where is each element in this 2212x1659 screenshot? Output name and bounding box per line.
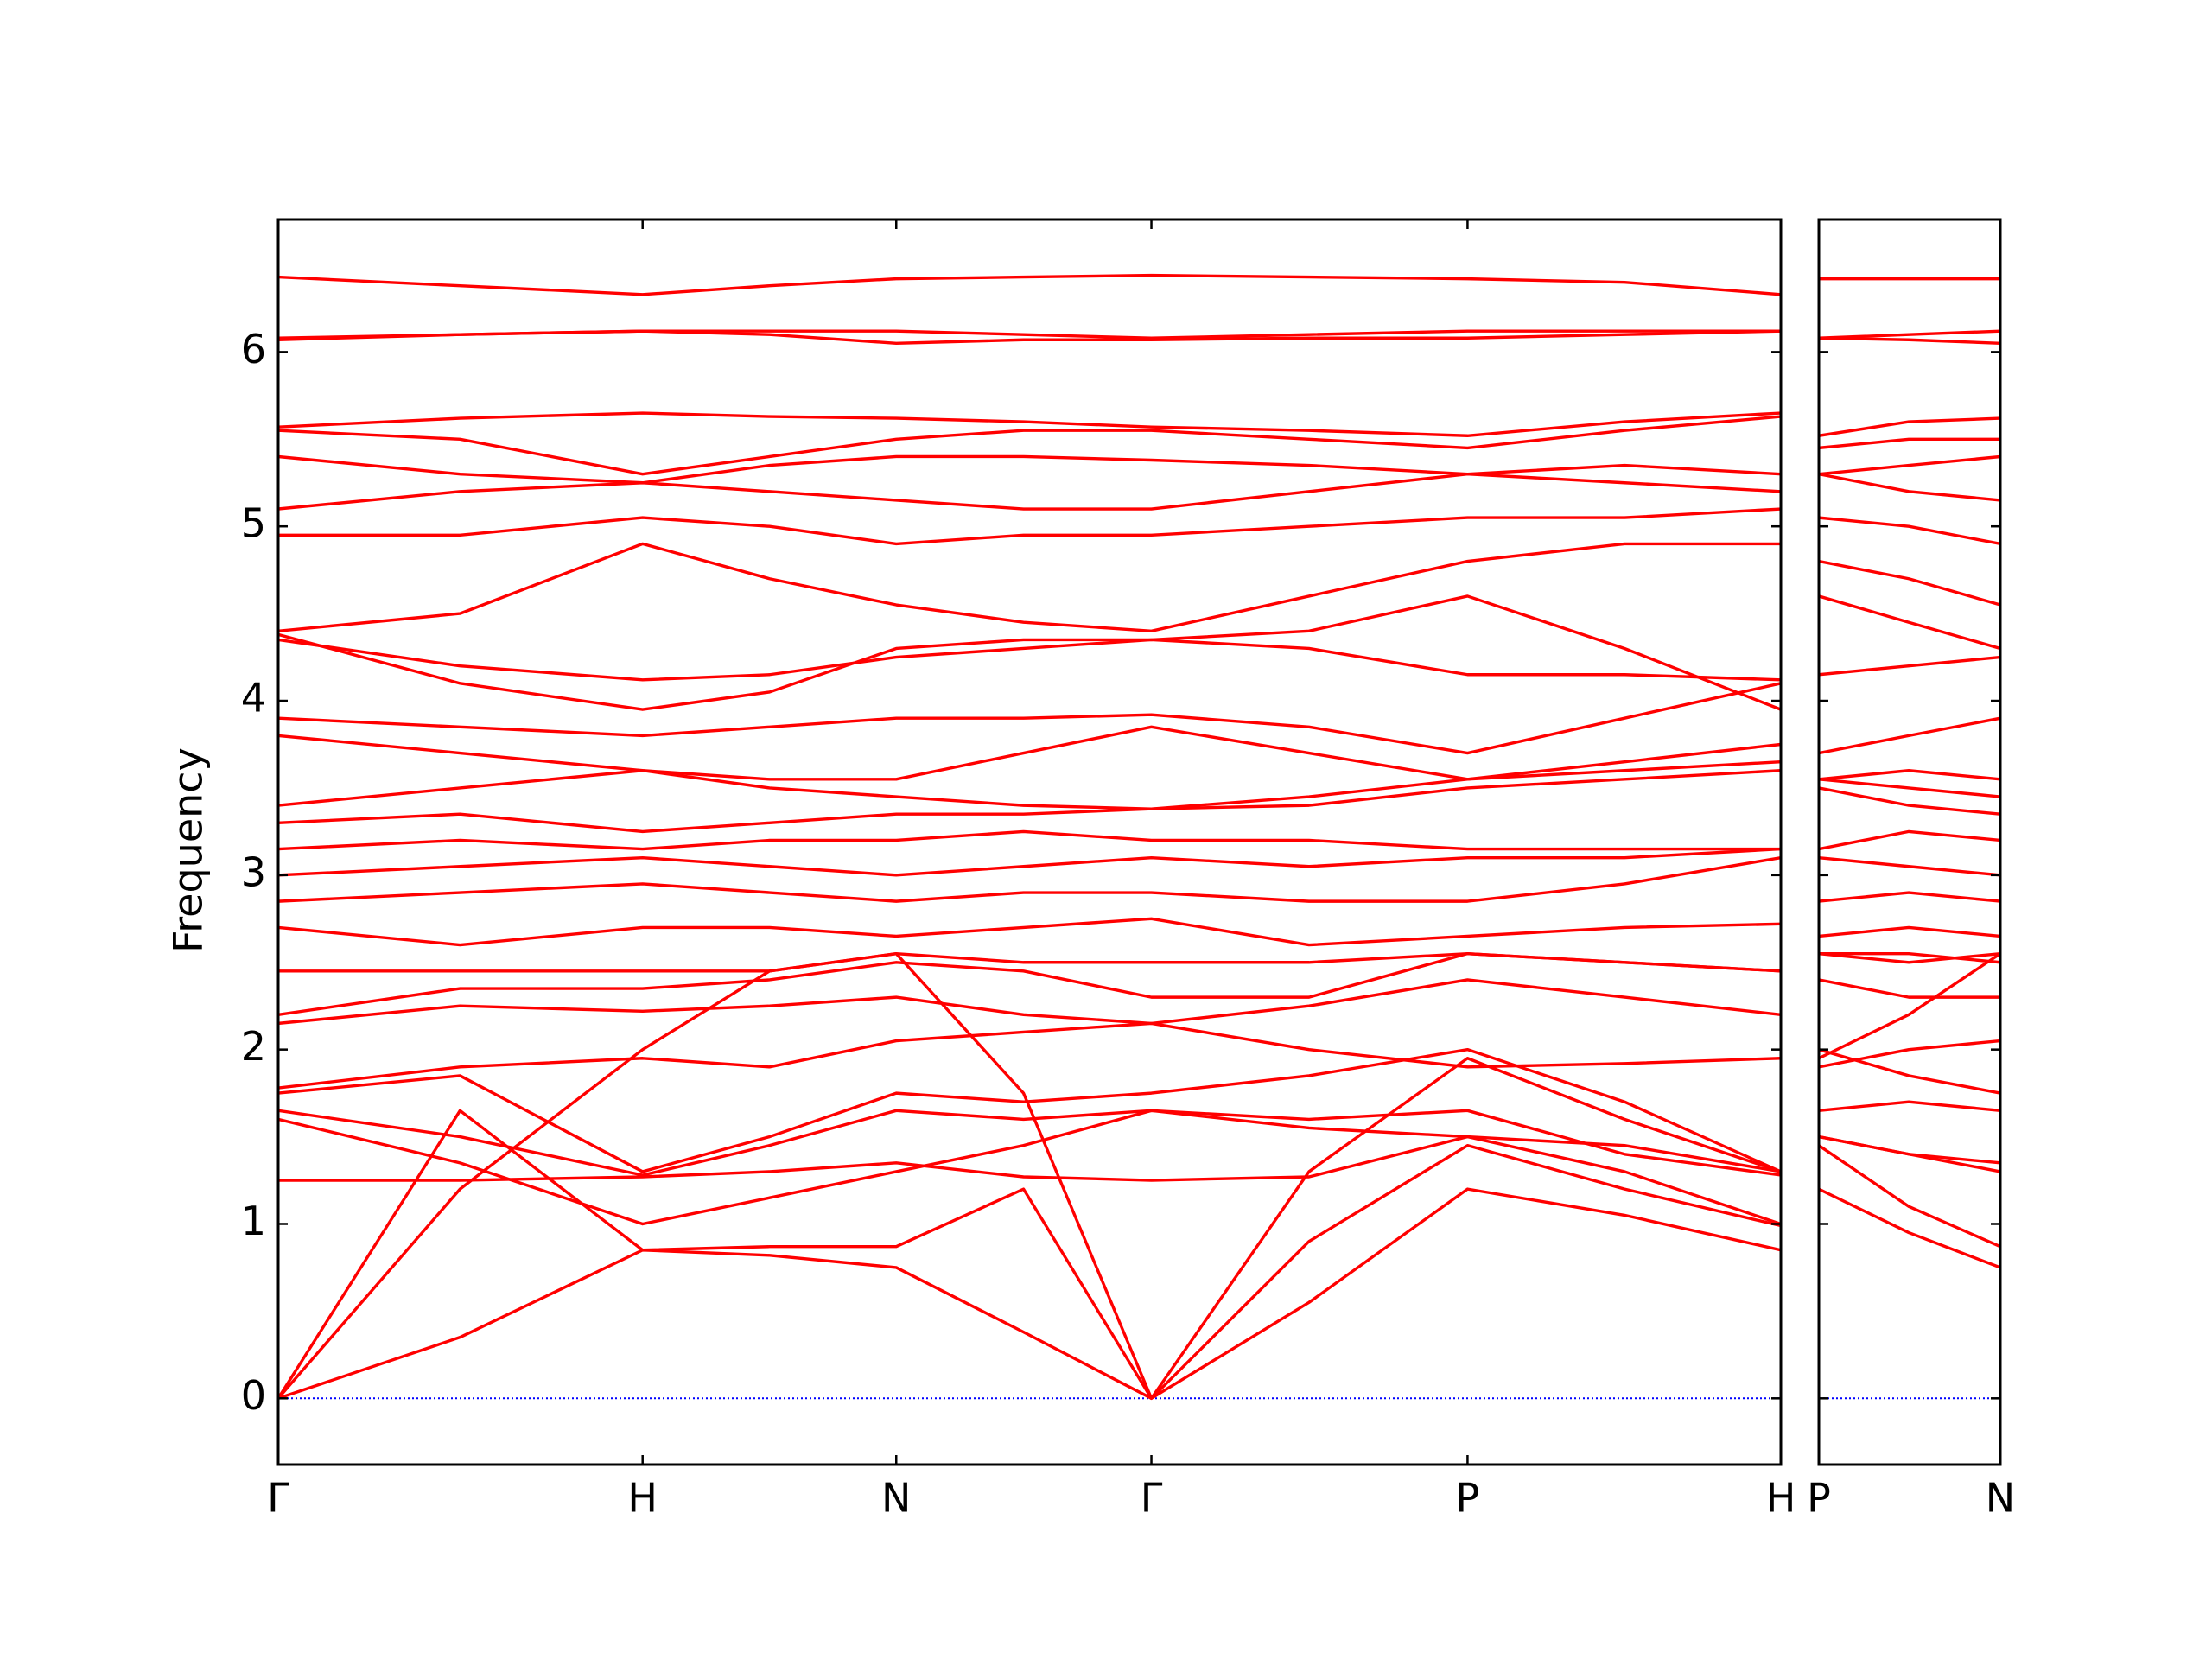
band-line bbox=[278, 507, 1781, 546]
band-line bbox=[278, 594, 1781, 711]
band-line bbox=[278, 847, 1781, 877]
x-tick-label: P bbox=[1807, 1475, 1831, 1522]
band-line bbox=[1819, 1039, 2000, 1069]
band-line bbox=[1819, 594, 2000, 651]
band-line bbox=[278, 329, 1781, 340]
band-line bbox=[278, 273, 1781, 296]
band-line bbox=[1819, 1135, 2000, 1173]
band-line bbox=[278, 454, 1781, 485]
band-line bbox=[278, 1109, 1781, 1177]
band-line bbox=[1819, 978, 2000, 999]
band-line bbox=[1819, 1100, 2000, 1112]
x-tick-label: P bbox=[1456, 1475, 1480, 1522]
band-line bbox=[278, 682, 1781, 755]
band-line bbox=[278, 760, 1781, 810]
plot-area bbox=[1819, 276, 2000, 1400]
band-line bbox=[1819, 1048, 2000, 1095]
band-line bbox=[278, 978, 1781, 1026]
y-tick-label: 2 bbox=[241, 1023, 266, 1070]
band-line bbox=[1819, 454, 2000, 476]
band-line bbox=[278, 830, 1781, 851]
band-line bbox=[278, 415, 1781, 476]
band-line bbox=[1819, 778, 2000, 798]
y-tick-label: 3 bbox=[241, 849, 266, 895]
band-line bbox=[1819, 559, 2000, 607]
x-tick-label: H bbox=[627, 1475, 658, 1522]
x-tick-label: Γ bbox=[1141, 1475, 1163, 1522]
y-tick-label: 6 bbox=[241, 326, 266, 372]
band-line bbox=[1819, 951, 2000, 964]
band-line bbox=[278, 1135, 1781, 1182]
band-line bbox=[1819, 891, 2000, 903]
band-line bbox=[1819, 516, 2000, 546]
band-line bbox=[1819, 786, 2000, 816]
band-line bbox=[1819, 1187, 2000, 1269]
x-tick-label: N bbox=[881, 1475, 911, 1522]
band-line bbox=[1819, 1144, 2000, 1249]
y-axis-label: Frequency bbox=[165, 747, 212, 953]
band-line bbox=[278, 917, 1781, 947]
band-line bbox=[278, 1187, 1781, 1401]
band-line bbox=[1819, 855, 2000, 877]
band-line bbox=[1819, 952, 2000, 1060]
band-line bbox=[1819, 655, 2000, 677]
band-line bbox=[1819, 830, 2000, 851]
band-line bbox=[278, 472, 1781, 511]
y-tick-label: 5 bbox=[241, 500, 266, 547]
band-line bbox=[1819, 437, 2000, 450]
band-line bbox=[278, 1021, 1781, 1090]
band-line bbox=[278, 951, 1781, 973]
band-line bbox=[1819, 416, 2000, 437]
band-line bbox=[278, 951, 1781, 1401]
band-line bbox=[278, 411, 1781, 437]
axes-frame bbox=[1817, 218, 2002, 1466]
band-line bbox=[1819, 951, 2000, 964]
band-line bbox=[278, 725, 1781, 781]
x-tick-label: N bbox=[1986, 1475, 2015, 1522]
band-line bbox=[278, 855, 1781, 903]
band-line bbox=[278, 1109, 1781, 1401]
band-line bbox=[278, 769, 1781, 834]
band-line bbox=[1819, 336, 2000, 345]
axes-frame bbox=[276, 218, 1783, 1466]
y-tick-label: 0 bbox=[241, 1372, 266, 1419]
x-tick-label: H bbox=[1766, 1475, 1796, 1522]
band-line bbox=[1819, 472, 2000, 502]
y-tick-label: 4 bbox=[241, 675, 266, 721]
band-line bbox=[278, 542, 1781, 632]
band-line bbox=[1819, 769, 2000, 781]
plot-area bbox=[278, 273, 1781, 1401]
x-tick-label: Γ bbox=[267, 1475, 289, 1522]
band-line bbox=[278, 1109, 1781, 1226]
band-line bbox=[278, 638, 1781, 682]
band-line bbox=[1819, 925, 2000, 938]
band-line bbox=[1819, 329, 2000, 340]
y-tick-label: 1 bbox=[241, 1198, 266, 1244]
band-line bbox=[1819, 716, 2000, 755]
